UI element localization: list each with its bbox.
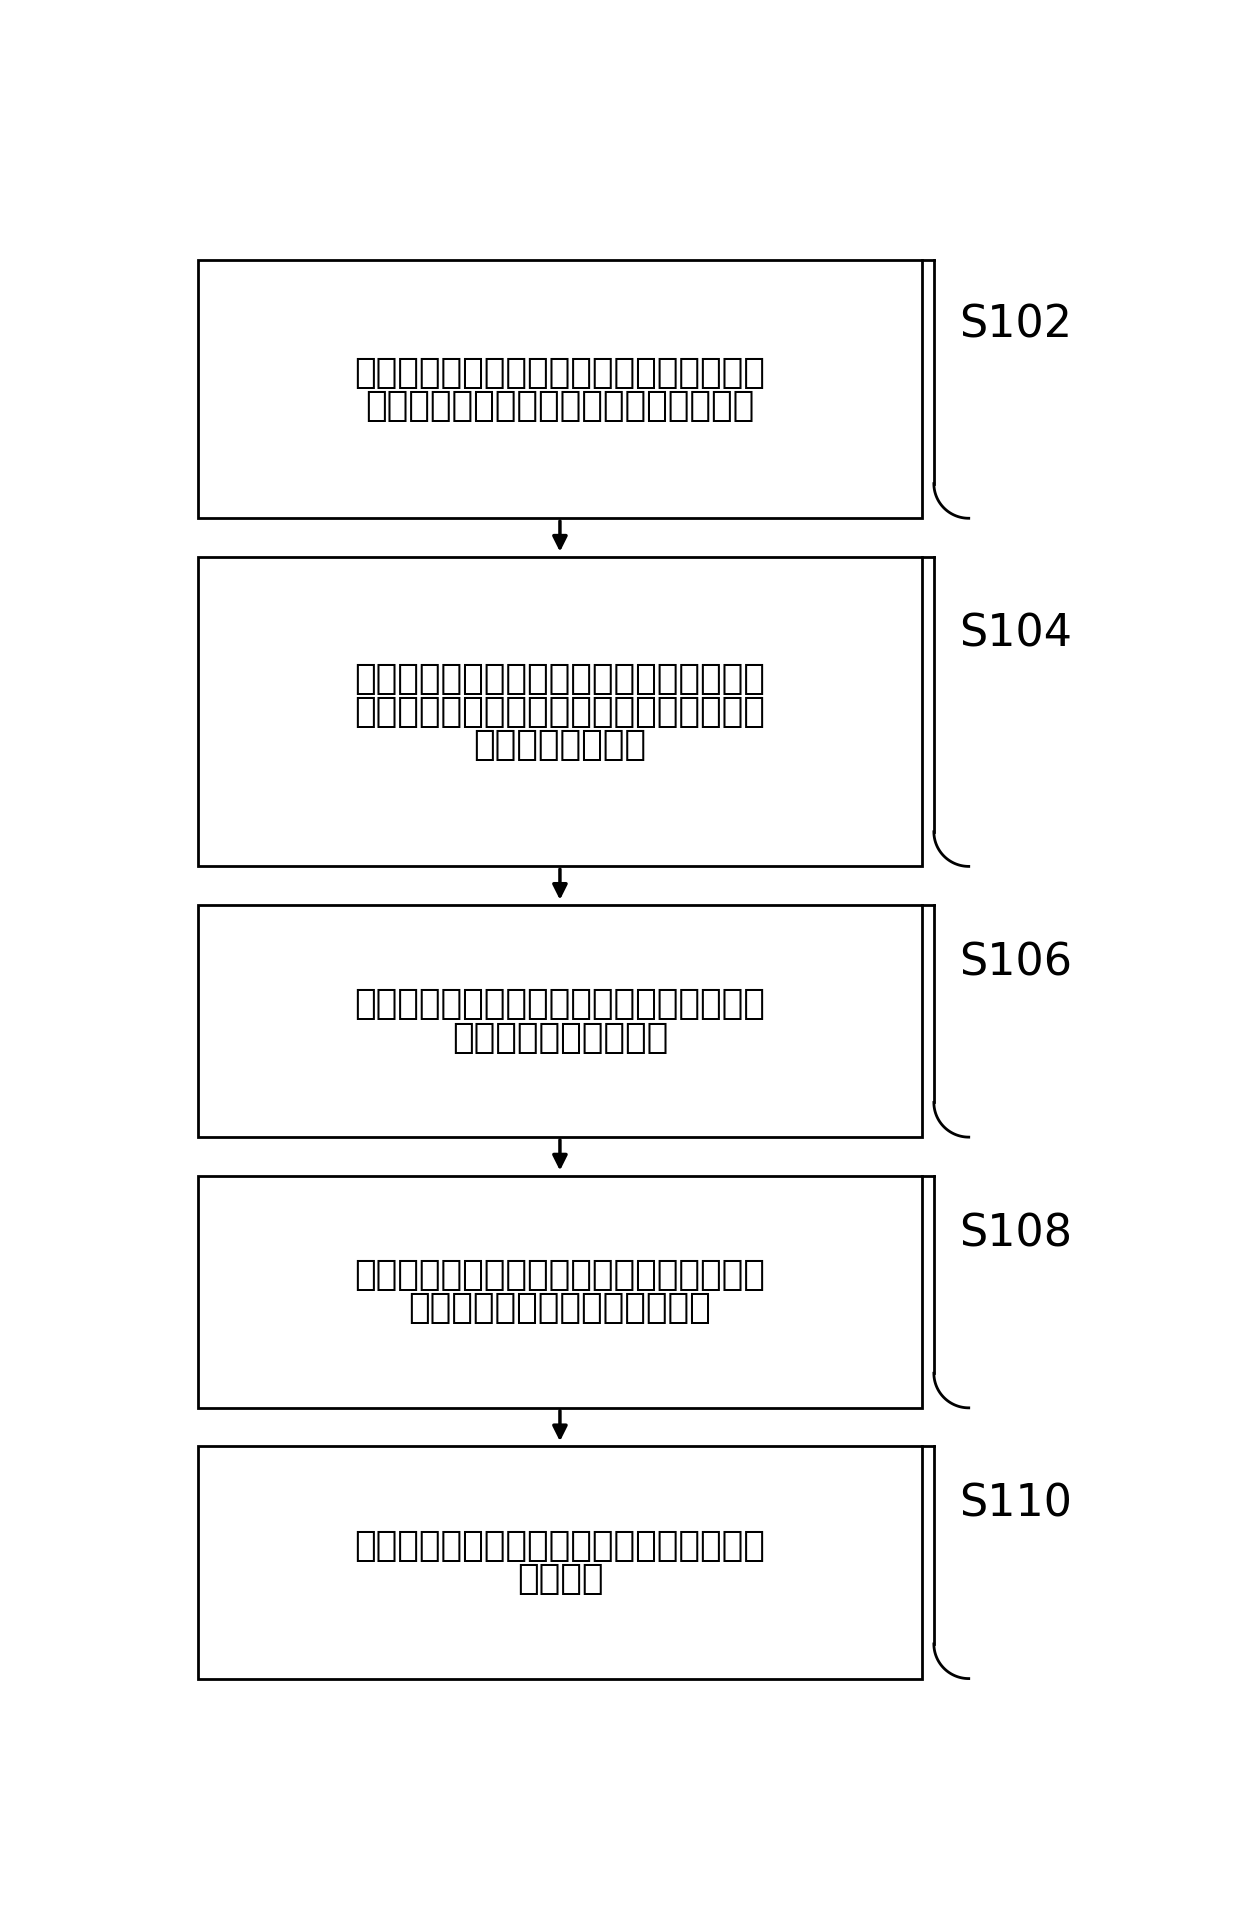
Text: 沉积结果: 沉积结果 — [517, 1562, 603, 1597]
Bar — [197, 1176, 923, 1407]
Text: 基于目标参数，预测待检测锂离子电池的锂: 基于目标参数，预测待检测锂离子电池的锂 — [355, 1530, 765, 1562]
Bar — [197, 260, 923, 518]
Text: S110: S110 — [959, 1484, 1071, 1526]
Text: 将物理化学参数输入电化学热耦合模型，计: 将物理化学参数输入电化学热耦合模型，计 — [355, 1258, 765, 1293]
Text: 电池的三维热模型: 电池的三维热模型 — [474, 728, 646, 761]
Text: 算待检测锂离子电池的目标参数: 算待检测锂离子电池的目标参数 — [408, 1291, 712, 1325]
Text: 获取待检测锂离子电池在充电过程中的物理: 获取待检测锂离子电池在充电过程中的物理 — [355, 356, 765, 390]
Text: 化学参数和待检测锂离子电池的尺寸数据: 化学参数和待检测锂离子电池的尺寸数据 — [366, 388, 755, 423]
Text: S102: S102 — [959, 304, 1071, 346]
Text: 得到电化学热耦合模型: 得到电化学热耦合模型 — [451, 1021, 668, 1055]
Text: S108: S108 — [959, 1212, 1071, 1254]
Bar — [197, 1445, 923, 1679]
Bar — [197, 556, 923, 866]
Text: S106: S106 — [959, 941, 1071, 985]
Text: 基于物理化学参数和尺寸数据构建待检测锂: 基于物理化学参数和尺寸数据构建待检测锂 — [355, 662, 765, 696]
Bar — [197, 904, 923, 1138]
Text: 离子电池的三维电化学模型和待检测锂离子: 离子电池的三维电化学模型和待检测锂离子 — [355, 694, 765, 728]
Text: 将三维电化学模型和三维热模型进行耦合，: 将三维电化学模型和三维热模型进行耦合， — [355, 987, 765, 1021]
Text: S104: S104 — [959, 612, 1071, 656]
